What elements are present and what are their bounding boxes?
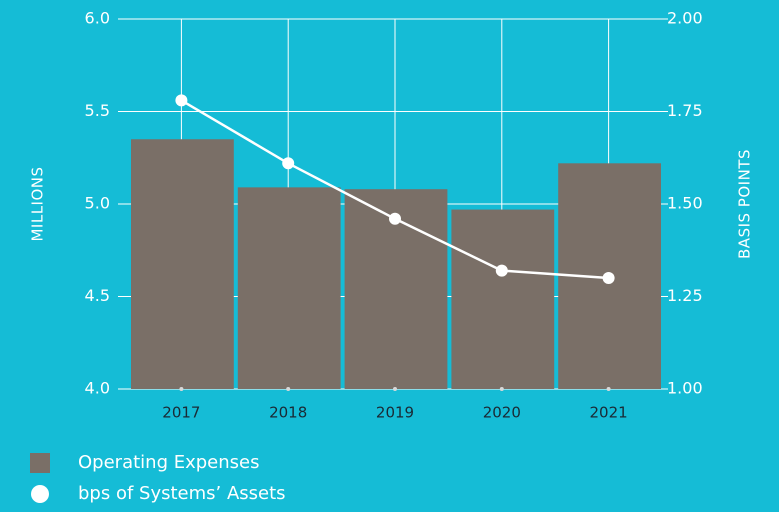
line-point	[175, 94, 188, 107]
bar	[451, 209, 555, 389]
bar	[237, 187, 341, 389]
y2-axis-label: BASIS POINTS	[736, 149, 754, 259]
legend-swatch	[31, 485, 49, 503]
y-tick-label: 4.0	[85, 379, 110, 398]
legend-label: bps of Systems’ Assets	[78, 483, 286, 504]
y-tick-label: 5.0	[85, 194, 110, 213]
line-point	[282, 157, 295, 170]
line-point	[602, 272, 615, 284]
line-point	[389, 212, 401, 225]
x-tick-label: 2019	[376, 404, 414, 422]
y2-tick-label: 1.75	[667, 101, 703, 120]
x-tick	[393, 387, 397, 391]
y-tick-label: 4.5	[85, 286, 110, 305]
y-tick-label: 6.0	[85, 9, 110, 28]
x-tick	[179, 387, 184, 391]
x-tick-label: 2020	[483, 404, 521, 422]
y2-tick-label: 1.25	[667, 286, 703, 305]
y-tick-label: 5.5	[85, 101, 110, 120]
y2-tick-label: 1.50	[667, 194, 703, 213]
y2-tick-label: 2.00	[667, 9, 703, 28]
y-axis-label: MILLIONS	[29, 166, 47, 241]
line-point	[495, 264, 508, 277]
x-tick	[499, 387, 504, 391]
legend-label: Operating Expenses	[78, 452, 259, 473]
x-tick-label: 2017	[162, 404, 200, 422]
x-tick	[286, 387, 291, 391]
x-tick	[606, 387, 611, 391]
bar	[131, 139, 234, 389]
legend-swatch	[30, 453, 50, 473]
y2-tick-label: 1.00	[667, 379, 703, 398]
x-tick-label: 2021	[590, 404, 628, 422]
x-tick-label: 2018	[269, 404, 307, 422]
